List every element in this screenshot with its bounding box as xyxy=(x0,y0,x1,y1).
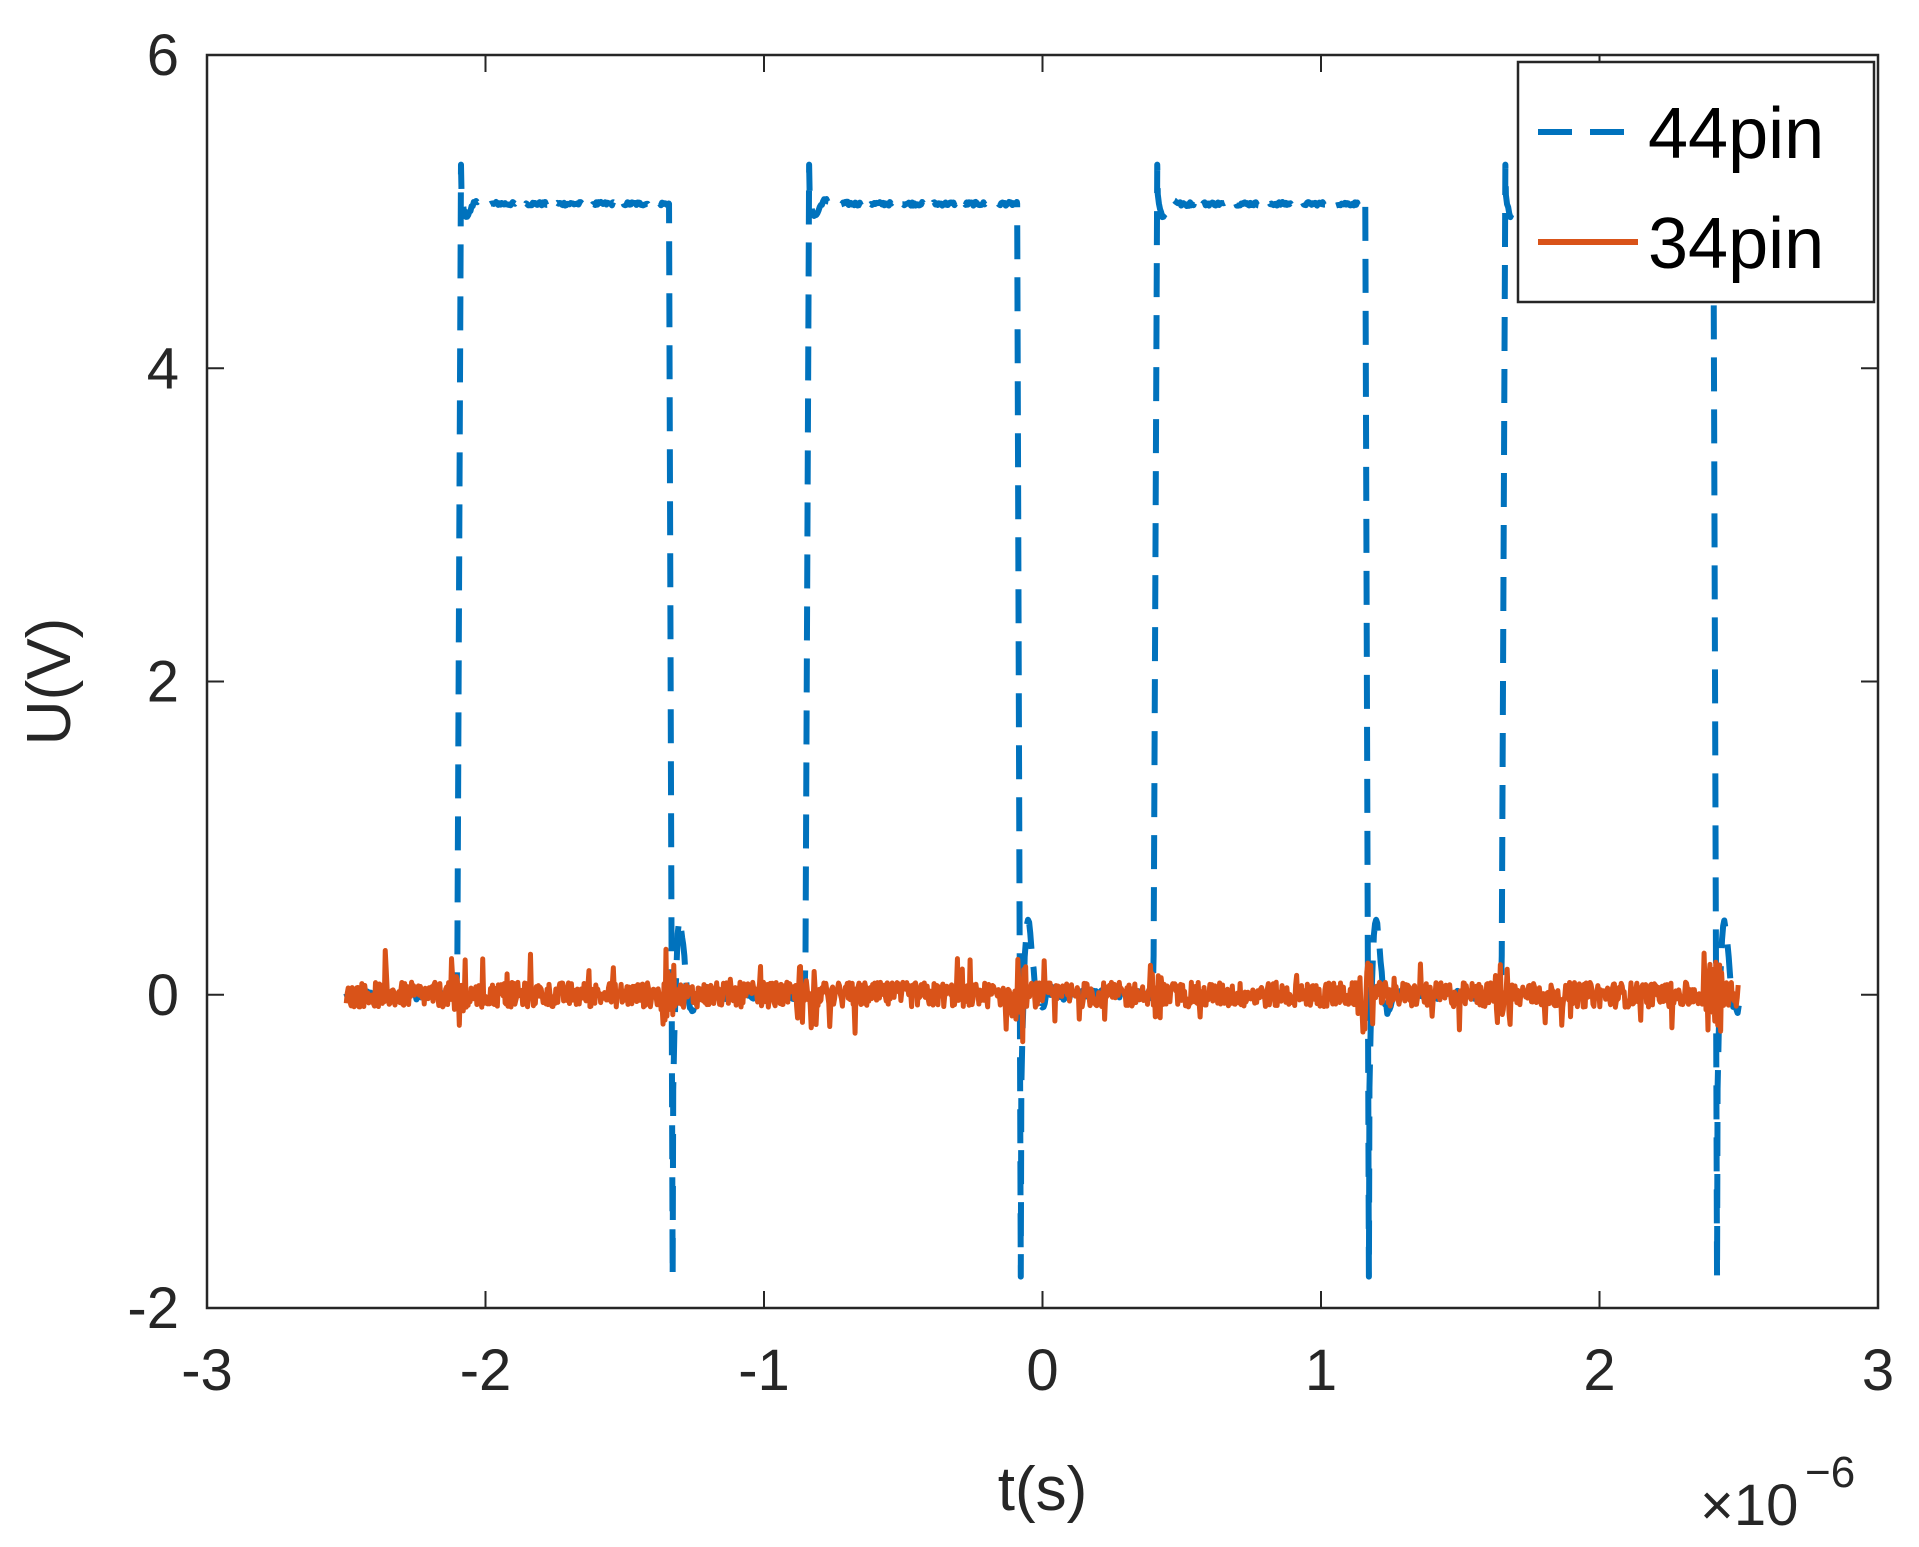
y-axis-label: U(V) xyxy=(15,618,84,745)
x-tick-label: 0 xyxy=(1026,1338,1058,1403)
legend-label-44pin: 44pin xyxy=(1648,94,1824,174)
x-tick-label: -1 xyxy=(738,1338,790,1403)
y-tick-label: 0 xyxy=(147,963,179,1028)
x-exponent-base: ×10 xyxy=(1700,1473,1798,1538)
y-tick-label: -2 xyxy=(127,1276,179,1341)
legend-label-34pin: 34pin xyxy=(1648,204,1824,284)
x-tick-label: 2 xyxy=(1583,1338,1615,1403)
series-44pin-line xyxy=(343,161,1742,1280)
series-34pin-line xyxy=(343,946,1741,1045)
x-axis-label: t(s) xyxy=(998,1455,1088,1524)
y-tick-label: 4 xyxy=(147,336,179,401)
x-exponent-power: −6 xyxy=(1805,1448,1855,1497)
x-tick-label: -3 xyxy=(181,1338,233,1403)
y-tick-label: 2 xyxy=(147,650,179,715)
y-tick-label: 6 xyxy=(147,23,179,88)
x-tick-label: -2 xyxy=(460,1338,512,1403)
x-tick-label: 3 xyxy=(1862,1338,1894,1403)
x-tick-label: 1 xyxy=(1305,1338,1337,1403)
x-exponent-label: ×10−6 xyxy=(1700,1448,1855,1538)
legend-box xyxy=(1516,60,1876,304)
plot-frame xyxy=(205,53,1880,1310)
